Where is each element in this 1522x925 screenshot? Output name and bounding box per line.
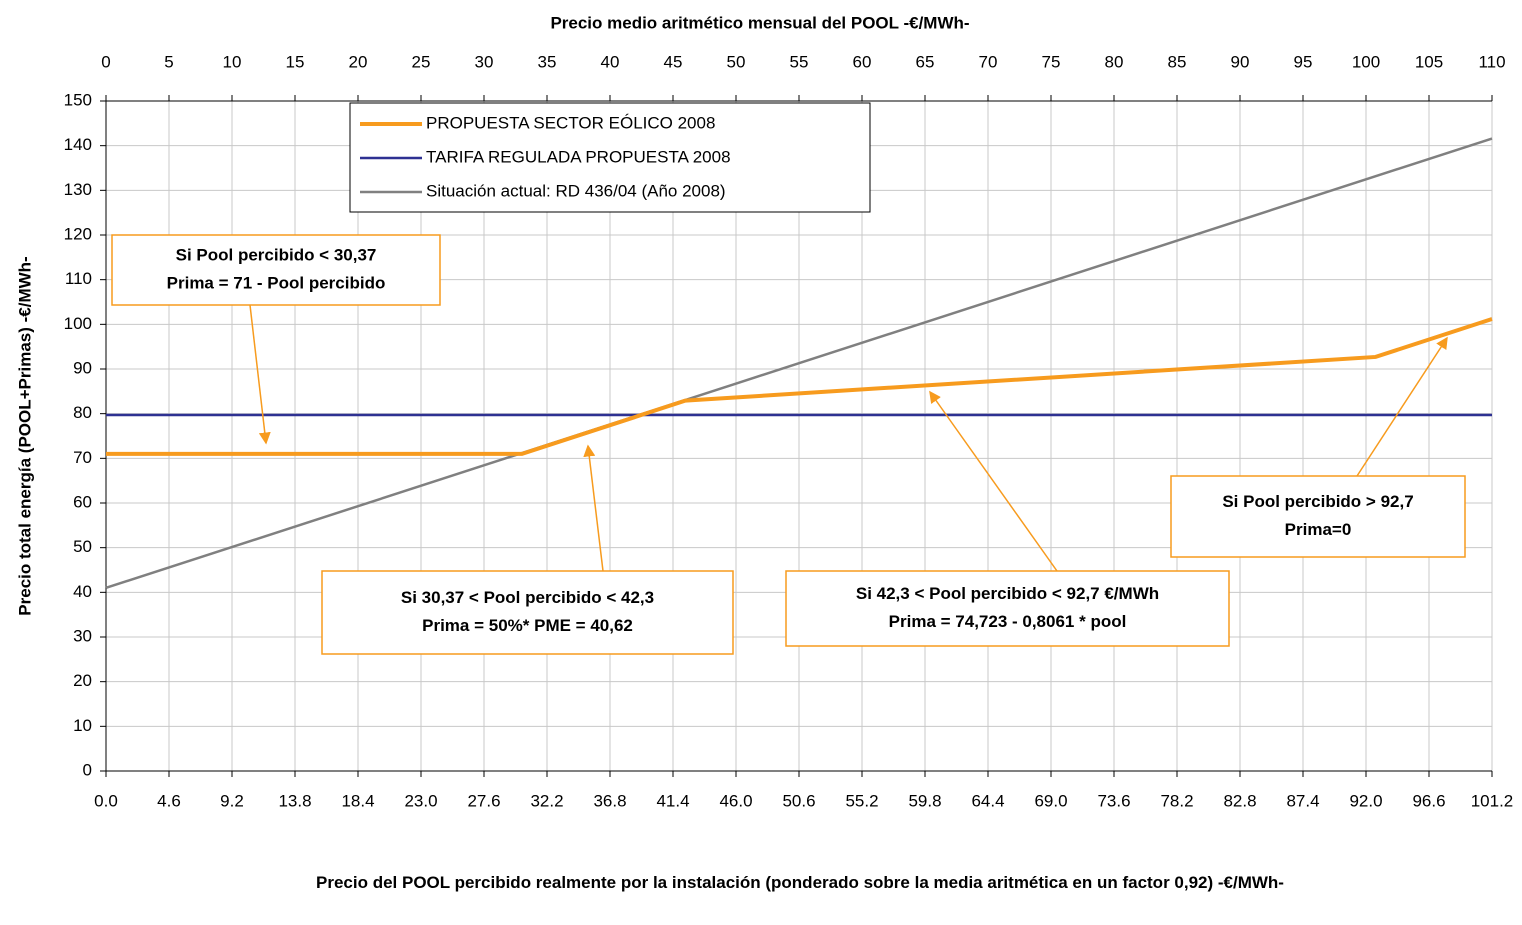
x-tick-label: 92.0 [1349,791,1382,810]
legend-label: TARIFA REGULADA PROPUESTA 2008 [426,147,731,166]
x2-tick-label: 55 [790,52,809,71]
y-tick-label: 70 [73,448,92,467]
x2-tick-label: 40 [601,52,620,71]
series-line [105,137,1493,590]
y-tick-label: 150 [64,90,92,109]
x-axis-title: Precio del POOL percibido realmente por … [316,873,1284,892]
annotation-text: Prima = 74,723 - 0,8061 * pool [889,612,1127,631]
x-tick-label: 78.2 [1160,791,1193,810]
x2-tick-label: 35 [538,52,557,71]
x2-tick-label: 100 [1352,52,1380,71]
x2-tick-label: 10 [223,52,242,71]
annotation-text: Prima = 50%* PME = 40,62 [422,616,633,635]
annotation-text: Si 30,37 < Pool percibido < 42,3 [401,588,654,607]
x2-tick-label: 20 [349,52,368,71]
annotation-text: Si Pool percibido < 30,37 [176,245,377,264]
annotation-text: Si 42,3 < Pool percibido < 92,7 €/MWh [856,584,1159,603]
series-line [105,317,1493,456]
x-tick-label: 69.0 [1034,791,1067,810]
x2-tick-label: 75 [1042,52,1061,71]
y-tick-label: 110 [65,269,92,288]
x2-tick-label: 65 [916,52,935,71]
y-tick-label: 100 [64,314,92,333]
annotation-arrow [249,304,271,445]
x-tick-label: 41.4 [656,791,689,810]
x2-tick-label: 85 [1168,52,1187,71]
x-tick-label: 101.2 [1471,791,1514,810]
annotation-arrow [929,390,1058,572]
x-tick-label: 87.4 [1286,791,1319,810]
y-tick-label: 140 [64,135,92,154]
x-tick-label: 27.6 [467,791,500,810]
x2-tick-label: 70 [979,52,998,71]
x-tick-label: 50.6 [782,791,815,810]
annotation-text: Si Pool percibido > 92,7 [1222,492,1413,511]
x2-tick-label: 105 [1415,52,1443,71]
annotation-text: Prima=0 [1285,520,1352,539]
x-tick-label: 73.6 [1097,791,1130,810]
y-tick-label: 20 [73,671,92,690]
legend-label: PROPUESTA SECTOR EÓLICO 2008 [426,113,715,132]
x-tick-label: 96.6 [1412,791,1445,810]
annotation-box [1170,475,1466,558]
x-tick-label: 46.0 [719,791,752,810]
x2-tick-label: 30 [475,52,494,71]
x2-tick-label: 110 [1478,52,1505,71]
y-tick-label: 80 [73,403,92,422]
y-tick-label: 130 [64,180,92,199]
top-axis-title: Precio medio aritmético mensual del POOL… [550,13,969,32]
legend-label: Situación actual: RD 436/04 (Año 2008) [426,181,726,200]
y-axis-title: Precio total energía (POOL+Primas) -€/MW… [15,256,34,615]
x2-tick-label: 95 [1294,52,1313,71]
x2-tick-label: 50 [727,52,746,71]
x-tick-label: 9.2 [220,791,244,810]
annotation-box [785,570,1230,647]
x2-tick-label: 60 [853,52,872,71]
y-tick-label: 0 [83,760,92,779]
legend-box [349,102,871,213]
x-tick-label: 18.4 [341,791,374,810]
annotation-arrow [583,444,604,572]
x2-tick-label: 15 [286,52,305,71]
y-tick-label: 10 [73,716,92,735]
x-tick-label: 23.0 [404,791,437,810]
x-tick-label: 59.8 [908,791,941,810]
annotation-box [321,570,734,655]
annotation-arrow [1356,336,1448,477]
x-tick-label: 64.4 [971,791,1004,810]
x-tick-label: 55.2 [845,791,878,810]
x-tick-label: 82.8 [1223,791,1256,810]
x2-tick-label: 5 [164,52,173,71]
y-tick-label: 60 [73,492,92,511]
x2-tick-label: 0 [101,52,110,71]
x-tick-label: 32.2 [530,791,563,810]
x2-tick-label: 90 [1231,52,1250,71]
annotation-text: Prima = 71 - Pool percibido [167,273,386,292]
x2-tick-label: 45 [664,52,683,71]
y-tick-label: 30 [73,626,92,645]
y-tick-label: 120 [64,224,92,243]
annotation-box [111,234,441,306]
y-tick-label: 90 [73,358,92,377]
x2-tick-label: 25 [412,52,431,71]
x-tick-label: 4.6 [157,791,181,810]
y-tick-label: 50 [73,537,92,556]
y-tick-label: 40 [73,582,92,601]
x-tick-label: 13.8 [278,791,311,810]
x-tick-label: 0.0 [94,791,118,810]
x-tick-label: 36.8 [593,791,626,810]
x2-tick-label: 80 [1105,52,1124,71]
